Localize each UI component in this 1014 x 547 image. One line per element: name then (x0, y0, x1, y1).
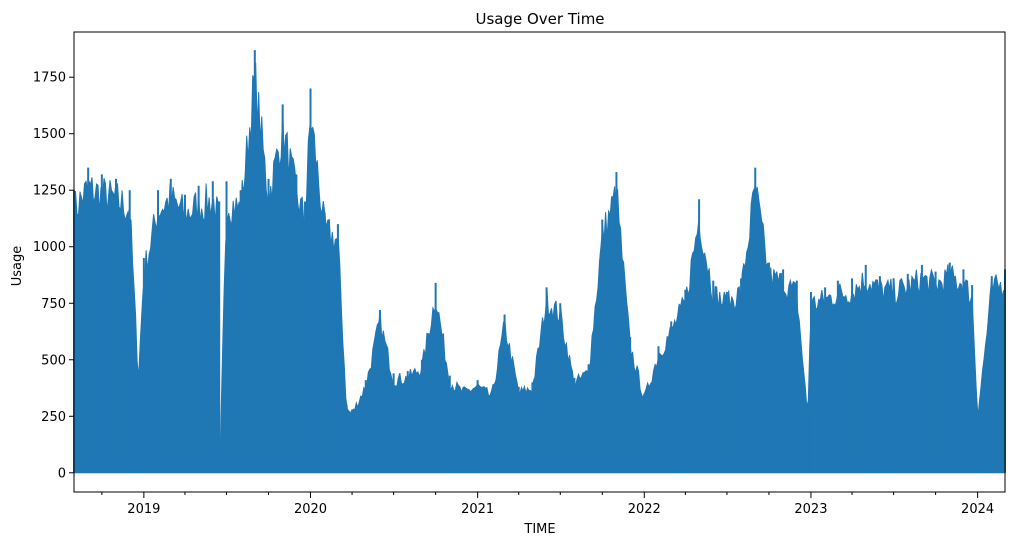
x-tick-label: 2022 (628, 502, 661, 517)
plot-frame (73, 31, 1006, 493)
y-tick-label: 750 (41, 297, 66, 312)
x-tick-label: 2024 (961, 502, 994, 517)
x-axis-title: TIME (523, 522, 555, 537)
y-tick-label: 250 (41, 410, 66, 425)
series-group (73, 50, 1006, 474)
x-tick-label: 2019 (127, 502, 160, 517)
y-tick-label: 1500 (33, 127, 66, 142)
x-tick-label: 2020 (294, 502, 327, 517)
x-tick-label: 2023 (794, 502, 827, 517)
y-tick-label: 0 (58, 466, 66, 481)
y-axis-title: Usage (10, 246, 25, 287)
ticks-group: 0 250 500 750 1000 1250 1500 1750 2019 2020 2021 20… (33, 71, 994, 517)
chart-title: Usage Over Time (475, 10, 604, 28)
y-tick-label: 1250 (33, 184, 66, 199)
y-tick-label: 500 (41, 353, 66, 368)
y-tick-label: 1750 (33, 71, 66, 86)
x-tick-label: 2021 (461, 502, 494, 517)
y-tick-label: 1000 (33, 240, 66, 255)
